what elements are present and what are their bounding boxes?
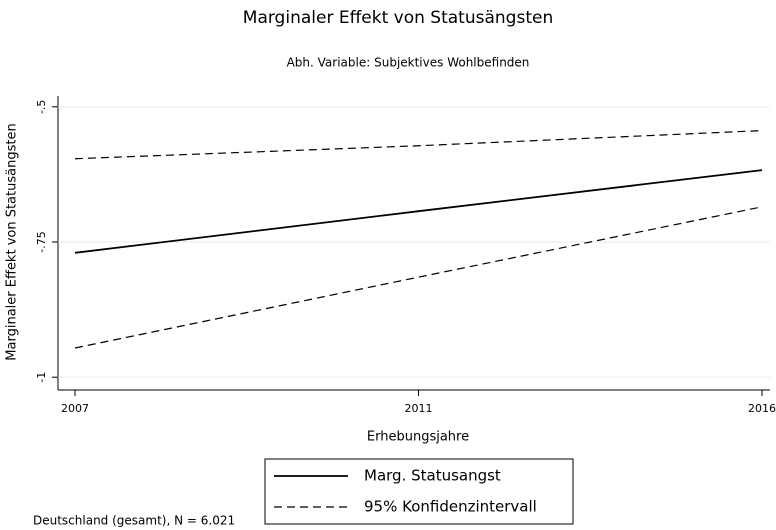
y-tick-label: -1	[35, 372, 48, 383]
x-tick-label: 2016	[748, 402, 776, 415]
legend-box	[264, 458, 574, 525]
legend-label: Marg. Statusangst	[364, 467, 501, 485]
series-line	[74, 130, 763, 160]
y-tick-label: -.5	[35, 100, 48, 114]
x-tick-label: 2011	[405, 402, 433, 415]
note: Deutschland (gesamt), N = 6.021	[33, 514, 235, 528]
y-axis-label: Marginaler Effekt von Statusängsten	[5, 123, 20, 360]
x-axis-label: Erhebungsjahre	[367, 430, 469, 445]
chart-subtitle: Abh. Variable: Subjektives Wohlbefinden	[287, 56, 530, 70]
legend-label: 95% Konfidenzintervall	[364, 498, 537, 516]
y-tick-label: -.75	[35, 231, 48, 252]
series-line	[74, 169, 763, 254]
x-tick-label: 2007	[61, 402, 89, 415]
series-line	[74, 206, 763, 349]
chart-title: Marginaler Effekt von Statusängsten	[243, 8, 553, 28]
